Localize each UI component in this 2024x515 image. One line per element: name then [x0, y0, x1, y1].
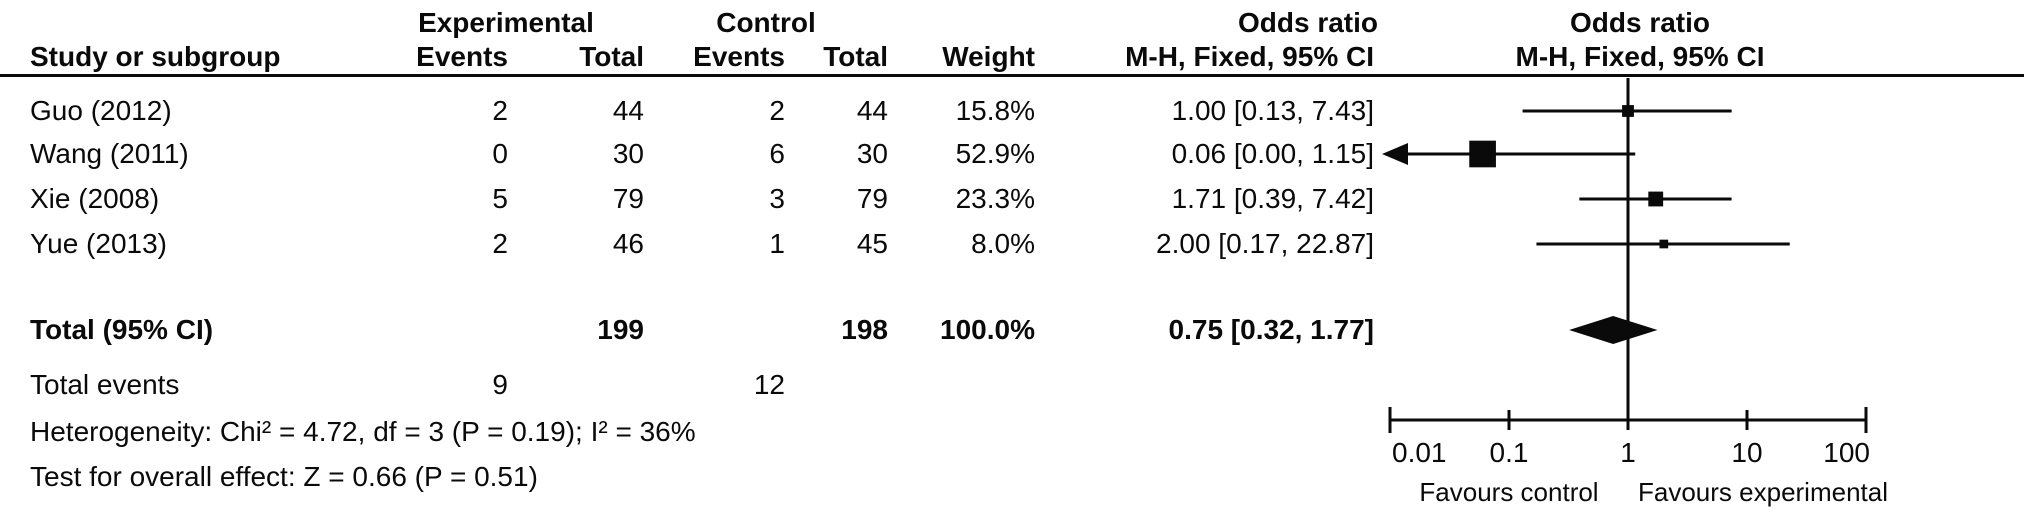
- header-columns-row: Study or subgroup Events Total Events To…: [0, 40, 2024, 74]
- header-odds-ratio-plot: Odds ratio: [1569, 7, 1710, 38]
- weight-cell: 23.3%: [955, 183, 1035, 214]
- exp-total-cell: 44: [612, 95, 644, 126]
- ctrl-events-cell: 6: [769, 138, 785, 169]
- ctrl-events-cell: 3: [769, 183, 785, 214]
- ctrl-total-cell: 79: [856, 183, 888, 214]
- total-row: Total (95% CI) 199 198 100.0% 0.75 [0.32…: [0, 313, 2024, 347]
- header-mh-fixed-ci: M-H, Fixed, 95% CI: [1125, 41, 1374, 72]
- header-ctrl-total: Total: [823, 41, 888, 72]
- study-name: Xie (2008): [30, 183, 160, 214]
- exp-total-cell: 30: [612, 138, 644, 169]
- ctrl-total-cell: 44: [856, 95, 888, 126]
- or-ci-cell: 1.71 [0.39, 7.42]: [1171, 183, 1374, 214]
- ctrl-total-cell: 45: [856, 228, 888, 259]
- effect-square: [1469, 140, 1496, 168]
- tick-label: 10: [1731, 437, 1762, 468]
- total-weight: 100.0%: [940, 314, 1035, 345]
- exp-events-cell: 2: [492, 95, 508, 126]
- tick-label: 1: [1620, 437, 1636, 468]
- exp-total-cell: 46: [612, 228, 644, 259]
- exp-events-cell: 0: [492, 138, 508, 169]
- header-study: Study or subgroup: [30, 41, 281, 72]
- summary-diamond: [1569, 316, 1658, 344]
- total-label: Total (95% CI): [30, 314, 214, 345]
- exp-events-cell: 5: [492, 183, 508, 214]
- tick-label: 0.01: [1392, 437, 1447, 468]
- or-ci-cell: 2.00 [0.17, 22.87]: [1156, 228, 1374, 259]
- header-mh-fixed-ci-plot: M-H, Fixed, 95% CI: [1515, 41, 1765, 72]
- header-divider: [0, 74, 2024, 77]
- exp-events-cell: 2: [492, 228, 508, 259]
- total-events-row: Total events 9 12: [0, 368, 2024, 402]
- effect-square: [1659, 239, 1669, 249]
- effect-square: [1648, 191, 1664, 207]
- or-ci-cell: 1.00 [0.13, 7.43]: [1171, 95, 1374, 126]
- ctrl-events-cell: 2: [769, 95, 785, 126]
- study-row-guo-2012: Guo (2012) 2 44 2 44 15.8% 1.00 [0.13, 7…: [0, 94, 2024, 128]
- study-row-xie-2008: Xie (2008) 5 79 3 79 23.3% 1.71 [0.39, 7…: [0, 182, 2024, 216]
- tick-label: 0.1: [1490, 437, 1529, 468]
- favours-control-label: Favours control: [1419, 477, 1598, 507]
- header-weight: Weight: [942, 41, 1035, 72]
- total-ctrl-total: 198: [841, 314, 888, 345]
- study-name: Yue (2013): [30, 228, 167, 259]
- total-events-exp: 9: [492, 369, 508, 400]
- ctrl-events-cell: 1: [769, 228, 785, 259]
- exp-total-cell: 79: [612, 183, 644, 214]
- overall-effect-row: Test for overall effect: Z = 0.66 (P = 0…: [0, 460, 2024, 494]
- offscale-left-arrow: [1382, 143, 1408, 165]
- tick-label: 100: [1823, 437, 1870, 468]
- weight-cell: 52.9%: [955, 138, 1035, 169]
- weight-cell: 15.8%: [955, 95, 1035, 126]
- heterogeneity-text: Heterogeneity: Chi² = 4.72, df = 3 (P = …: [30, 416, 696, 447]
- total-exp-total: 199: [597, 314, 644, 345]
- ctrl-total-cell: 30: [856, 138, 888, 169]
- header-control-group: Control: [716, 7, 816, 38]
- total-events-ctrl: 12: [753, 369, 785, 400]
- total-or-ci: 0.75 [0.32, 1.77]: [1168, 314, 1374, 345]
- overall-effect-text: Test for overall effect: Z = 0.66 (P = 0…: [30, 461, 538, 492]
- header-group-row: Experimental Control Odds ratio Odds rat…: [0, 6, 2024, 40]
- header-ctrl-events: Events: [693, 41, 785, 72]
- study-row-wang-2011: Wang (2011) 0 30 6 30 52.9% 0.06 [0.00, …: [0, 137, 2024, 171]
- study-name: Guo (2012): [30, 95, 172, 126]
- header-exp-events: Events: [416, 41, 508, 72]
- or-ci-cell: 0.06 [0.00, 1.15]: [1171, 138, 1374, 169]
- weight-cell: 8.0%: [971, 228, 1035, 259]
- total-events-label: Total events: [30, 369, 180, 400]
- heterogeneity-row: Heterogeneity: Chi² = 4.72, df = 3 (P = …: [0, 415, 2024, 449]
- study-row-yue-2013: Yue (2013) 2 46 1 45 8.0% 2.00 [0.17, 22…: [0, 227, 2024, 261]
- header-exp-total: Total: [579, 41, 644, 72]
- study-name: Wang (2011): [30, 138, 189, 169]
- header-experimental-group: Experimental: [418, 7, 594, 38]
- effect-square: [1622, 105, 1634, 117]
- header-odds-ratio-column: Odds ratio: [1237, 7, 1378, 38]
- favours-experimental-label: Favours experimental: [1638, 477, 1888, 507]
